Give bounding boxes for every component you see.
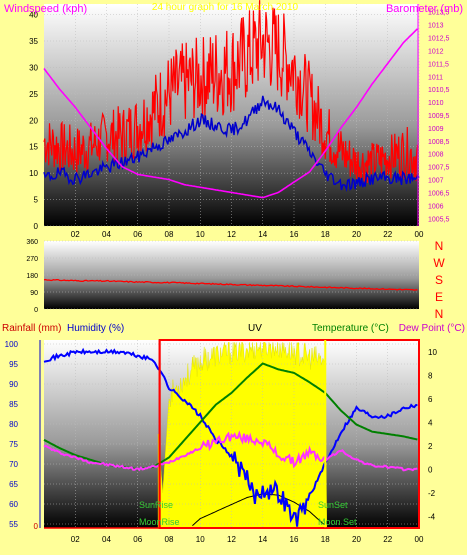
- sunset-label: SunSet: [318, 500, 348, 510]
- windspeed-tick-6: 30: [29, 63, 38, 72]
- windspeed-tick-7: 35: [29, 37, 38, 46]
- dewpoint-axis-title: Dew Point (°C): [399, 323, 465, 334]
- direction-tick-2: 180: [26, 273, 38, 280]
- barometer-tick-0: 1005,5: [428, 216, 450, 223]
- windspeed-tick-0: 0: [34, 222, 39, 231]
- humidity-line: [43, 347, 418, 527]
- barometer-tick-6: 1008,5: [428, 139, 450, 146]
- humidity-tick-4: 75: [9, 440, 18, 449]
- barometer-tick-7: 1009: [428, 126, 444, 133]
- top-hour-tick-2: 06: [133, 230, 142, 239]
- temperature-tick-2: 0: [428, 465, 433, 474]
- windspeed-average-line: [43, 95, 420, 192]
- uv-axis-title: UV: [248, 323, 262, 334]
- top-hour-tick-7: 16: [290, 230, 299, 239]
- barometer-tick-8: 1009,5: [428, 113, 450, 120]
- bottom-hour-tick-10: 22: [383, 535, 392, 544]
- windgust-line: [43, 0, 419, 184]
- chart-title: 24 hour graph for 16 March 2010: [152, 2, 299, 13]
- barometer-tick-16: 1013,5: [428, 10, 450, 17]
- barometer-tick-1: 1006: [428, 203, 444, 210]
- barometer-tick-13: 1012: [428, 48, 444, 55]
- bottom-hour-tick-9: 20: [352, 535, 361, 544]
- compass-n-top: N: [435, 239, 444, 253]
- top-hour-tick-1: 04: [102, 230, 111, 239]
- windspeed-tick-1: 5: [34, 196, 39, 205]
- compass-e: E: [435, 290, 443, 304]
- compass-s: S: [435, 273, 443, 287]
- humidity-tick-8: 95: [9, 360, 18, 369]
- direction-tick-0: 0: [34, 307, 38, 314]
- barometer-tick-3: 1007: [428, 178, 444, 185]
- humidity-tick-2: 65: [9, 480, 18, 489]
- dewpoint-line: [43, 430, 418, 472]
- barometer-tick-11: 1011: [428, 74, 443, 81]
- moonrise-label: MoonRise: [139, 517, 180, 527]
- barometer-tick-2: 1006,5: [428, 190, 450, 197]
- bottom-hour-tick-3: 08: [165, 535, 174, 544]
- rainfall-axis-title: Rainfall (mm): [2, 323, 61, 334]
- windspeed-tick-4: 20: [29, 116, 38, 125]
- barometer-axis-title: Barometer (mb): [386, 3, 463, 15]
- bottom-hour-tick-1: 04: [102, 535, 111, 544]
- humidity-tick-9: 100: [5, 340, 19, 349]
- temperature-tick-1: -2: [428, 489, 436, 498]
- humidity-tick-0: 55: [9, 520, 18, 529]
- top-hour-tick-8: 18: [321, 230, 330, 239]
- barometer-line: [43, 28, 418, 199]
- temperature-tick-7: 10: [428, 348, 437, 357]
- bottom-hour-tick-6: 14: [258, 535, 267, 544]
- barometer-tick-5: 1008: [428, 152, 444, 159]
- sunrise-label: SunRise: [139, 500, 173, 510]
- windspeed-axis-title: Windspeed (kph): [4, 3, 87, 15]
- top-hour-tick-0: 02: [71, 230, 80, 239]
- humidity-tick-3: 70: [9, 460, 18, 469]
- top-hour-tick-4: 10: [196, 230, 205, 239]
- rainfall-tick-0: 0: [34, 522, 39, 531]
- humidity-tick-1: 60: [9, 500, 18, 509]
- bottom-hour-tick-2: 06: [133, 535, 142, 544]
- top-hour-tick-10: 22: [383, 230, 392, 239]
- windspeed-tick-2: 10: [29, 169, 38, 178]
- bottom-hour-tick-0: 02: [71, 535, 80, 544]
- bottom-hour-tick-7: 16: [290, 535, 299, 544]
- direction-tick-4: 360: [26, 239, 38, 246]
- temperature-tick-3: 2: [428, 442, 433, 451]
- barometer-tick-15: 1013: [428, 23, 444, 30]
- top-hour-tick-11: 00: [415, 230, 424, 239]
- barometer-tick-9: 1010: [428, 100, 444, 107]
- humidity-tick-7: 90: [9, 380, 18, 389]
- temperature-axis-title: Temperature (°C): [312, 323, 389, 334]
- windspeed-tick-5: 25: [29, 90, 38, 99]
- top-hour-tick-9: 20: [352, 230, 361, 239]
- direction-tick-1: 90: [30, 290, 38, 297]
- temperature-tick-6: 8: [428, 371, 433, 380]
- compass-n-bottom: N: [435, 307, 444, 321]
- windspeed-tick-3: 15: [29, 143, 38, 152]
- top-hour-tick-6: 14: [258, 230, 267, 239]
- barometer-tick-10: 1010,5: [428, 87, 450, 94]
- barometer-tick-14: 1012,5: [428, 36, 450, 43]
- humidity-tick-6: 85: [9, 400, 18, 409]
- temperature-tick-4: 4: [428, 418, 433, 427]
- top-hour-tick-3: 08: [165, 230, 174, 239]
- bottom-hour-tick-5: 12: [227, 535, 236, 544]
- bottom-hour-tick-4: 10: [196, 535, 205, 544]
- barometer-tick-12: 1011,5: [428, 61, 449, 68]
- temperature-tick-5: 6: [428, 395, 433, 404]
- compass-w: W: [433, 256, 445, 270]
- bottom-hour-tick-11: 00: [415, 535, 424, 544]
- bottom-hour-tick-8: 18: [321, 535, 330, 544]
- humidity-axis-title: Humidity (%): [67, 323, 124, 334]
- barometer-tick-4: 1007,5: [428, 165, 450, 172]
- humidity-tick-5: 80: [9, 420, 18, 429]
- direction-tick-3: 270: [26, 256, 38, 263]
- temperature-tick-0: -4: [428, 512, 436, 521]
- windspeed-tick-8: 40: [29, 11, 38, 20]
- top-hour-tick-5: 12: [227, 230, 236, 239]
- wind-direction-line: [43, 278, 418, 291]
- moonset-label: Moon Set: [318, 517, 357, 527]
